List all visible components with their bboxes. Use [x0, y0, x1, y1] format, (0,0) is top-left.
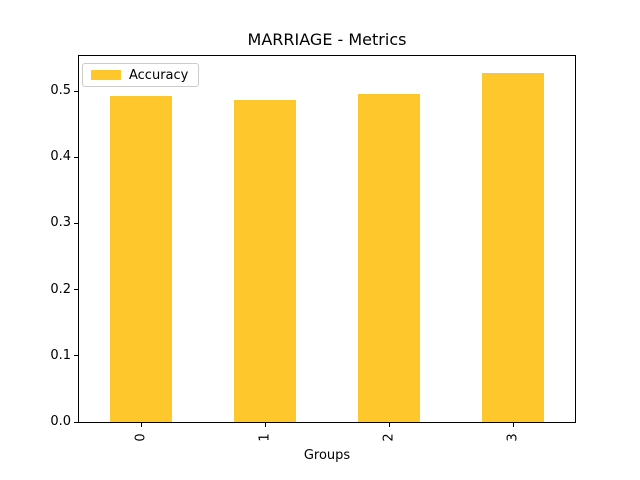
x-tick-mark [264, 423, 266, 427]
legend-label: Accuracy [129, 67, 189, 83]
y-tick-label: 0.0 [50, 414, 71, 429]
plot-area: 0.0 0.1 0.2 0.3 0.4 0.5 0 1 2 3 Accuracy [50, 55, 576, 441]
x-tick-mark [140, 423, 142, 427]
x-tick-label: 0 [133, 432, 149, 442]
y-tick-mark [74, 222, 78, 224]
y-tick-mark [74, 90, 78, 92]
x-axis-label: Groups [303, 448, 351, 463]
x-tick-label: 1 [257, 432, 273, 442]
y-tick-label: 0.2 [50, 281, 71, 297]
y-tick-mark [74, 289, 78, 291]
y-tick-label: 0.4 [50, 149, 71, 165]
y-tick-label: 0.5 [50, 83, 71, 99]
y-tick-mark [74, 156, 78, 158]
bar-group-1 [234, 99, 296, 422]
legend-swatch-accuracy [91, 70, 121, 80]
x-tick-label: 2 [381, 432, 397, 442]
bar-group-2 [358, 93, 420, 422]
chart-title: MARRIAGE - Metrics [247, 30, 407, 49]
y-tick-label: 0.3 [50, 215, 71, 231]
legend: Accuracy [82, 63, 200, 87]
y-tick-mark [74, 421, 78, 423]
x-tick-mark [512, 423, 514, 427]
bar-group-3 [482, 72, 544, 422]
bar-group-0 [110, 95, 172, 422]
y-tick-mark [74, 355, 78, 357]
x-tick-mark [388, 423, 390, 427]
y-tick-label: 0.1 [50, 347, 71, 363]
x-tick-label: 3 [505, 432, 521, 442]
